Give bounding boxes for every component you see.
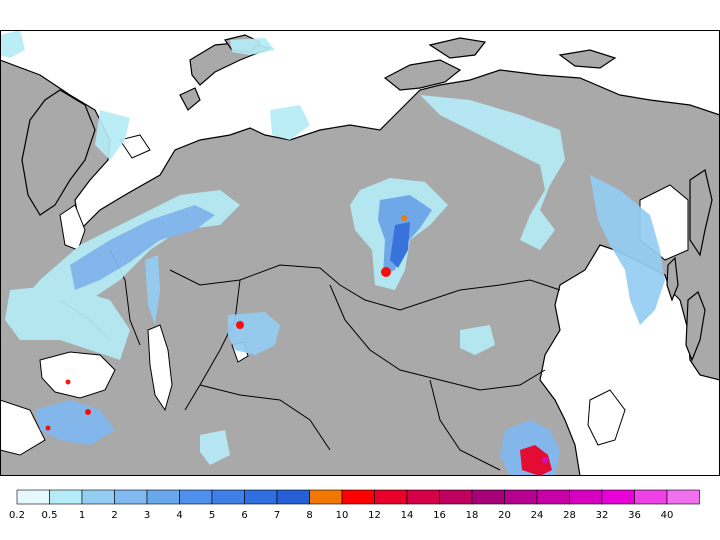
legend-label: 2 [111,510,117,521]
legend-swatch [406,489,440,505]
legend-label: 0.5 [42,510,58,521]
baltic-sea [59,204,86,251]
legend-labels: 0.2 0.5 1 2 3 4 5 6 7 8 10 12 14 16 18 20 24 28 32 36 40 [9,510,673,521]
legend-swatch [16,489,50,505]
legend-swatch [569,489,603,505]
mediterranean [0,399,46,456]
legend-label: 20 [498,510,511,521]
legend-swatch [49,489,83,505]
legend-label: 16 [433,510,446,521]
inland-seas [0,134,689,456]
legend-swatch [114,489,148,505]
legend-label: 3 [144,510,150,521]
precipitation-map [0,30,720,476]
legend-swatch [471,489,505,505]
legend-swatch [634,489,668,505]
legend-label: 0.2 [9,510,25,521]
legend-label: 1 [79,510,85,521]
legend-label: 40 [661,510,674,521]
legend-label: 28 [563,510,576,521]
legend-label: 32 [596,510,609,521]
legend-swatch [341,489,375,505]
legend-label: 24 [531,510,544,521]
legend-swatch [146,489,180,505]
legend-label: 4 [176,510,182,521]
legend-swatch [179,489,213,505]
legend-swatch [601,489,635,505]
legend-swatch [81,489,115,505]
white-sea [119,134,151,159]
legend-swatches [16,489,700,505]
legend-swatch [439,489,473,505]
caspian-sea [147,324,173,412]
legend-label: 18 [466,510,479,521]
legend-swatch [536,489,570,505]
legend-label: 5 [209,510,215,521]
legend-swatch [374,489,408,505]
legend-swatch [276,489,310,505]
legend-swatch [666,489,700,505]
legend-label: 14 [401,510,414,521]
color-scale-legend: 0.2 0.5 1 2 3 4 5 6 7 8 10 12 14 16 18 20 24 28 32 36 40 [9,489,700,521]
legend-swatch [309,489,343,505]
legend-label: 7 [274,510,280,521]
legend-label: 36 [628,510,641,521]
black-sea [39,351,116,399]
legend-label: 10 [336,510,349,521]
legend-swatch [211,489,245,505]
yellow-sea [587,389,626,446]
country-borders [59,249,561,471]
legend-label: 6 [241,510,247,521]
legend-swatch [504,489,538,505]
legend-label: 12 [368,510,381,521]
legend-label: 8 [306,510,312,521]
precipitation-overlay [0,30,665,476]
legend-swatch [244,489,278,505]
